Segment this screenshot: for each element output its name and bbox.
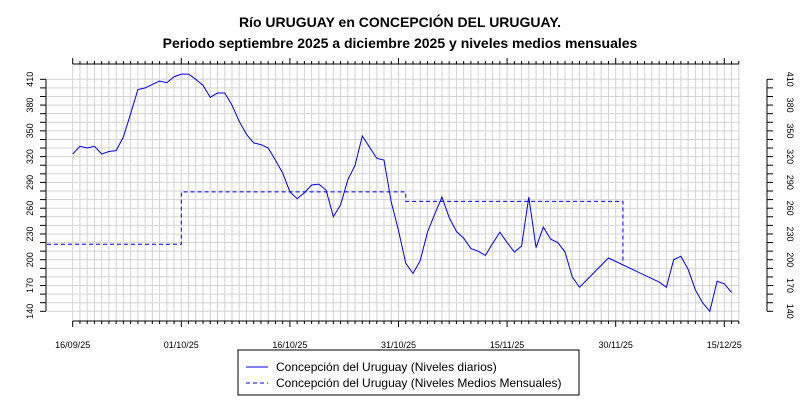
x-tick-label: 15/11/25: [490, 340, 524, 350]
y-tick-label-right: 290: [785, 175, 795, 190]
y-tick-label-right: 410: [785, 72, 795, 87]
y-tick-label-right: 200: [785, 252, 795, 267]
chart-title: Río URUGUAY en CONCEPCIÓN DEL URUGUAY.: [239, 13, 561, 30]
y-tick-label-right: 380: [785, 98, 795, 113]
y-tick-label-right: 230: [785, 226, 795, 241]
y-tick-label-left: 350: [25, 123, 35, 138]
y-tick-label-right: 260: [785, 201, 795, 216]
y-tick-label-right: 320: [785, 149, 795, 164]
y-tick-label-left: 230: [25, 226, 35, 241]
legend: Concepción del Uruguay (Niveles diarios)…: [237, 349, 580, 396]
legend-label-monthly: Concepción del Uruguay (Niveles Medios M…: [276, 376, 561, 390]
series-marks: [47, 73, 732, 313]
daily-level-line: [72, 73, 732, 313]
y-tick-label-left: 320: [25, 149, 35, 164]
legend-box: [237, 349, 580, 396]
axes: 16/09/25 01/10/25 16/10/25 31/10/25 15/11/25…: [25, 58, 795, 350]
y-tick-label-left: 170: [25, 278, 35, 293]
legend-label-daily: Concepción del Uruguay (Niveles diarios): [276, 360, 497, 374]
x-tick-label: 16/10/25: [272, 340, 307, 350]
chart-subtitle: Periodo septiembre 2025 a diciembre 2025…: [163, 35, 638, 51]
monthly-mean-line: [47, 191, 624, 263]
y-tick-label-right: 140: [785, 304, 795, 319]
x-tick-label: 01/10/25: [164, 340, 199, 350]
x-tick-label: 31/10/25: [381, 340, 416, 350]
y-tick-label-right: 350: [785, 123, 795, 138]
y-tick-label-left: 260: [25, 201, 35, 216]
y-tick-label-left: 290: [25, 175, 35, 190]
y-tick-label-left: 200: [25, 252, 35, 267]
x-tick-label: 15/12/25: [707, 340, 742, 350]
x-tick-label: 30/11/25: [599, 340, 633, 350]
y-tick-label-right: 170: [785, 278, 795, 293]
y-tick-label-left: 380: [25, 98, 35, 113]
grid: [47, 64, 740, 321]
y-tick-label-left: 410: [25, 72, 35, 87]
x-tick-label: 16/09/25: [55, 340, 90, 350]
y-tick-label-left: 140: [25, 304, 35, 319]
